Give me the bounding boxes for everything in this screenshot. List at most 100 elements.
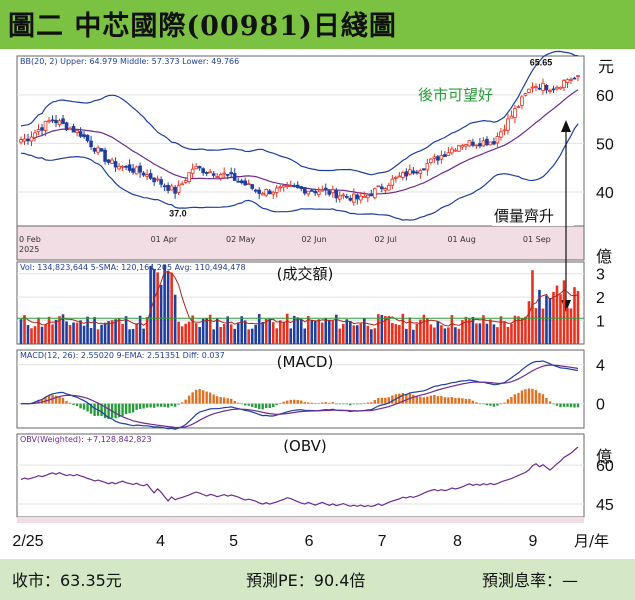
volume-bar <box>306 315 310 344</box>
volume-bar <box>61 314 65 344</box>
candle-body <box>355 194 360 200</box>
macd-histogram-bar <box>555 403 559 406</box>
volume-bar <box>54 319 58 344</box>
candle-body <box>425 163 430 171</box>
macd-histogram-bar <box>475 402 478 404</box>
macd-histogram-bar <box>461 398 464 404</box>
candle-body <box>390 178 395 186</box>
volume-bar <box>208 314 212 344</box>
volume-bar <box>426 318 429 344</box>
volume-bar <box>401 313 405 344</box>
macd-histogram-bar <box>300 400 303 404</box>
candle-body <box>478 143 482 147</box>
macd-histogram-bar <box>296 399 299 404</box>
candle-body <box>253 189 258 192</box>
volume-bar <box>327 320 331 344</box>
macd-histogram-bar <box>163 403 166 407</box>
volume-bar <box>75 322 79 344</box>
macd-histogram-bar <box>384 397 387 404</box>
candle-body <box>555 86 559 90</box>
macd-histogram-bar <box>54 395 58 404</box>
price-unit: 元 <box>598 57 614 76</box>
volume-bar <box>310 319 314 344</box>
volume-bar <box>72 322 75 344</box>
volume-bar <box>440 325 443 344</box>
candle-body <box>530 86 535 89</box>
macd-histogram-bar <box>342 403 345 405</box>
volume-bar <box>86 316 89 344</box>
macd-histogram-bar <box>527 388 531 404</box>
candle-body <box>429 158 433 163</box>
candle-body <box>271 191 276 195</box>
macd-histogram-bar <box>117 403 121 418</box>
volume-bar <box>257 314 261 344</box>
candle-body <box>404 171 409 177</box>
volume-bar <box>159 284 163 344</box>
volume-bar <box>282 322 286 344</box>
volume-bar <box>135 323 138 344</box>
volume-bar <box>131 328 135 344</box>
macd-histogram-bar <box>387 397 391 404</box>
macd-histogram-bar <box>212 394 215 404</box>
macd-histogram-bar <box>128 403 131 414</box>
candle-body <box>138 165 142 173</box>
candle-body <box>541 82 545 92</box>
candle-body <box>383 188 388 191</box>
volume-bar <box>313 320 317 344</box>
volume-bar <box>58 316 61 344</box>
candle-body <box>351 193 356 203</box>
obv-line <box>20 446 579 508</box>
macd-histogram-bar <box>531 388 534 404</box>
y-tick-label-p4: 45 <box>596 497 614 514</box>
candle-body <box>103 149 107 162</box>
candle-body <box>302 187 307 194</box>
volume-bar <box>145 317 149 344</box>
macd-histogram-bar <box>79 403 82 409</box>
volume-bar <box>240 316 243 344</box>
macd-histogram-bar <box>244 403 247 406</box>
macd-histogram-bar <box>219 397 222 404</box>
macd-histogram-bar <box>177 403 180 405</box>
bollinger-lower-line <box>20 123 579 221</box>
candle-body <box>257 189 262 194</box>
volume-bar <box>68 325 72 344</box>
volume-bar <box>520 318 524 344</box>
x-date-label: 01 Apr <box>151 235 178 244</box>
macd-histogram-bar <box>352 403 355 405</box>
y-tick-label-p1: 40 <box>596 185 614 202</box>
candle-body <box>527 88 531 93</box>
macd-histogram-bar <box>349 403 352 406</box>
macd-histogram-bar <box>450 397 454 404</box>
candle-body <box>232 173 237 181</box>
candle-body <box>264 188 269 196</box>
candle-body <box>334 189 339 199</box>
candle-body <box>239 180 244 184</box>
candle-body <box>499 131 503 138</box>
volume-bar <box>65 321 68 344</box>
macd-histogram-bar <box>75 403 79 407</box>
candle-body <box>309 189 314 192</box>
volume-bar <box>128 329 131 344</box>
macd-histogram-bar <box>268 403 271 408</box>
macd-histogram-bar <box>356 403 359 405</box>
candle-body <box>243 180 248 186</box>
candle-body <box>443 154 447 158</box>
panel-name-4: (OBV) <box>283 437 327 455</box>
candle-body <box>134 166 139 175</box>
candle-body <box>166 184 170 191</box>
macd-histogram-bar <box>433 394 436 404</box>
x-date-label: 02 Jun <box>301 235 326 244</box>
macd-histogram-bar <box>412 394 415 404</box>
candle-body <box>131 168 135 173</box>
volume-bar <box>303 328 307 344</box>
macd-histogram-bar <box>124 403 128 415</box>
panel-name-2: (成交額) <box>277 265 334 283</box>
candle-body <box>401 172 405 178</box>
macd-histogram-bar <box>447 397 450 404</box>
candle-body <box>569 79 573 81</box>
candle-body <box>516 106 521 109</box>
candle-body <box>82 134 86 137</box>
macd-histogram-bar <box>58 396 61 404</box>
volume-bar <box>26 325 30 344</box>
macd-histogram-bar <box>454 397 457 404</box>
